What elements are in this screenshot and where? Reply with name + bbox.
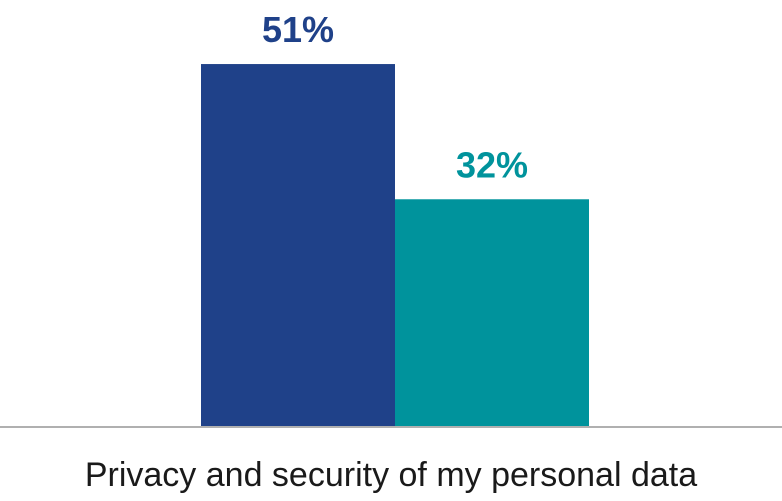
bar-2 <box>395 199 589 427</box>
category-label: Privacy and security of my personal data <box>85 456 697 494</box>
bars-group <box>201 64 589 428</box>
bar-1-value-label: 51% <box>262 9 334 50</box>
value-labels-group: 51% 32% <box>262 9 528 185</box>
bar-1 <box>201 64 395 428</box>
bar-2-value-label: 32% <box>456 144 528 185</box>
